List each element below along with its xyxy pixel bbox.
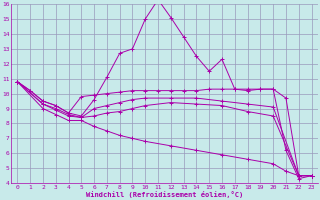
X-axis label: Windchill (Refroidissement éolien,°C): Windchill (Refroidissement éolien,°C) [86, 191, 243, 198]
